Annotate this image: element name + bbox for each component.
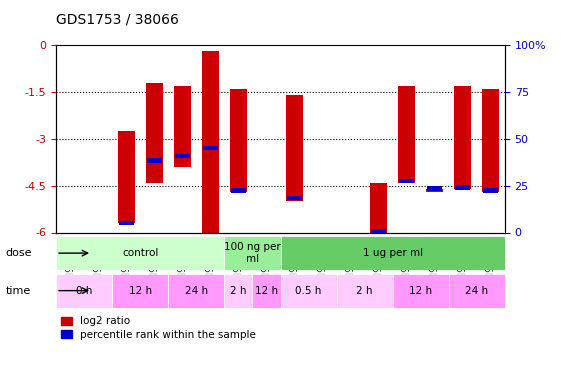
FancyBboxPatch shape	[337, 274, 393, 308]
FancyBboxPatch shape	[252, 274, 280, 308]
Bar	[118, 131, 135, 223]
Text: 2 h: 2 h	[230, 286, 247, 296]
FancyBboxPatch shape	[56, 274, 112, 308]
Text: 1 ug per ml: 1 ug per ml	[362, 248, 423, 258]
FancyBboxPatch shape	[168, 274, 224, 308]
Bar	[231, 188, 246, 193]
Bar	[371, 229, 386, 233]
Text: dose: dose	[6, 248, 32, 258]
FancyBboxPatch shape	[280, 274, 337, 308]
Bar	[203, 146, 218, 150]
Bar	[146, 82, 163, 183]
Bar	[483, 188, 498, 193]
Text: time: time	[6, 286, 31, 296]
Bar	[174, 154, 190, 158]
Text: 12 h: 12 h	[128, 286, 152, 296]
Bar	[370, 183, 387, 232]
Text: 100 ng per
ml: 100 ng per ml	[224, 242, 281, 264]
Text: 0 h: 0 h	[76, 286, 93, 296]
Bar	[119, 221, 134, 225]
Text: 12 h: 12 h	[255, 286, 278, 296]
FancyBboxPatch shape	[112, 274, 168, 308]
FancyBboxPatch shape	[56, 236, 224, 270]
Bar	[454, 86, 471, 189]
Bar	[286, 95, 303, 201]
Text: 24 h: 24 h	[465, 286, 489, 296]
Bar	[230, 89, 247, 192]
Bar	[147, 158, 162, 163]
Text: control: control	[122, 248, 158, 258]
Bar	[426, 189, 443, 192]
Bar	[398, 86, 415, 183]
FancyBboxPatch shape	[449, 274, 505, 308]
Bar	[287, 196, 302, 201]
FancyBboxPatch shape	[224, 236, 280, 270]
Bar	[174, 86, 191, 167]
Text: 12 h: 12 h	[409, 286, 433, 296]
Text: GDS1753 / 38066: GDS1753 / 38066	[56, 12, 179, 26]
Text: 2 h: 2 h	[356, 286, 373, 296]
Bar	[427, 186, 442, 191]
Text: 24 h: 24 h	[185, 286, 208, 296]
Bar	[455, 185, 470, 189]
FancyBboxPatch shape	[280, 236, 505, 270]
Bar	[399, 178, 414, 183]
Bar	[482, 89, 499, 192]
FancyBboxPatch shape	[224, 274, 252, 308]
FancyBboxPatch shape	[393, 274, 449, 308]
Bar	[202, 51, 219, 232]
Legend: log2 ratio, percentile rank within the sample: log2 ratio, percentile rank within the s…	[61, 316, 256, 340]
Text: 0.5 h: 0.5 h	[295, 286, 322, 296]
